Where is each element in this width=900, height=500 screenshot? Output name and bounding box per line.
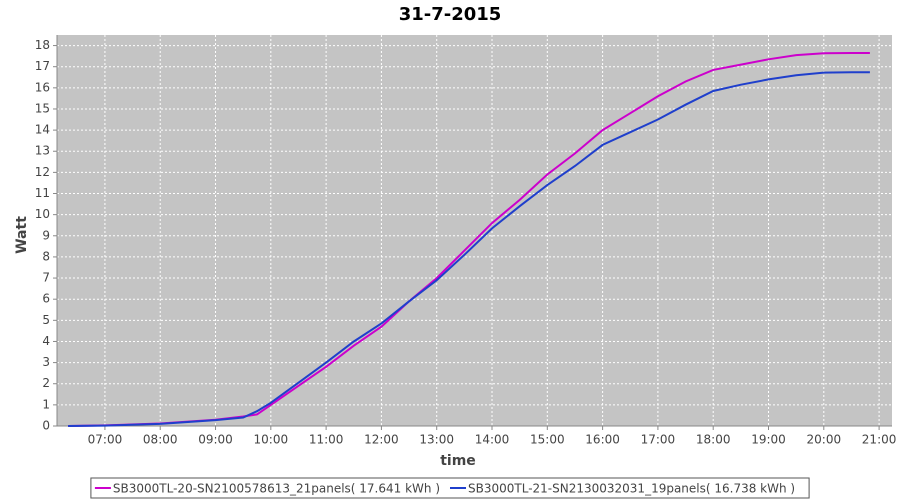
- y-tick-label: 16: [35, 80, 50, 94]
- legend-label: SB3000TL-20-SN2100578613_21panels( 17.64…: [113, 482, 440, 496]
- x-tick-label: 21:00: [862, 433, 897, 447]
- x-tick-label: 16:00: [585, 433, 620, 447]
- legend-item: SB3000TL-20-SN2100578613_21panels( 17.64…: [94, 482, 440, 496]
- y-tick-label: 18: [35, 38, 50, 52]
- y-tick-label: 11: [35, 186, 50, 200]
- chart-title: 31-7-2015: [399, 4, 502, 25]
- series-line: [68, 52, 870, 427]
- x-tick-label: 14:00: [475, 433, 510, 447]
- x-tick-label: 10:00: [254, 433, 289, 447]
- x-tick-label: 11:00: [309, 433, 344, 447]
- x-tick-label: 19:00: [751, 433, 786, 447]
- x-tick-label: 20:00: [807, 433, 842, 447]
- y-tick-label: 0: [42, 419, 50, 433]
- y-tick-label: 10: [35, 207, 50, 221]
- y-tick-label: 2: [42, 376, 50, 390]
- y-tick-label: 7: [42, 271, 50, 285]
- y-axis-title: Watt: [14, 216, 30, 254]
- y-tick-label: 6: [42, 292, 50, 306]
- y-tick-label: 5: [42, 313, 50, 327]
- y-tick-label: 13: [35, 144, 50, 158]
- y-tick-label: 1: [42, 397, 50, 411]
- y-tick-label: 15: [35, 101, 50, 115]
- x-tick-label: 13:00: [419, 433, 454, 447]
- x-tick-label: 07:00: [88, 433, 123, 447]
- x-tick-label: 17:00: [641, 433, 676, 447]
- x-axis-title: time: [440, 453, 476, 469]
- y-tick-label: 4: [42, 334, 50, 348]
- y-tick-label: 9: [42, 228, 50, 242]
- y-tick-label: 8: [42, 249, 50, 263]
- legend-item: SB3000TL-21-SN2130032031_19panels( 16.73…: [450, 482, 795, 496]
- y-tick-label: 14: [35, 123, 50, 137]
- x-tick-label: 18:00: [696, 433, 731, 447]
- legend-label: SB3000TL-21-SN2130032031_19panels( 16.73…: [468, 482, 795, 496]
- x-tick-label: 12:00: [364, 433, 399, 447]
- x-tick-label: 09:00: [198, 433, 233, 447]
- y-tick-label: 17: [35, 59, 50, 73]
- plot-area: [57, 35, 892, 426]
- legend: SB3000TL-20-SN2100578613_21panels( 17.64…: [90, 477, 810, 499]
- y-tick-label: 12: [35, 165, 50, 179]
- y-tick-label: 3: [42, 355, 50, 369]
- x-tick-label: 15:00: [530, 433, 565, 447]
- series-line: [68, 71, 870, 427]
- x-tick-label: 08:00: [143, 433, 178, 447]
